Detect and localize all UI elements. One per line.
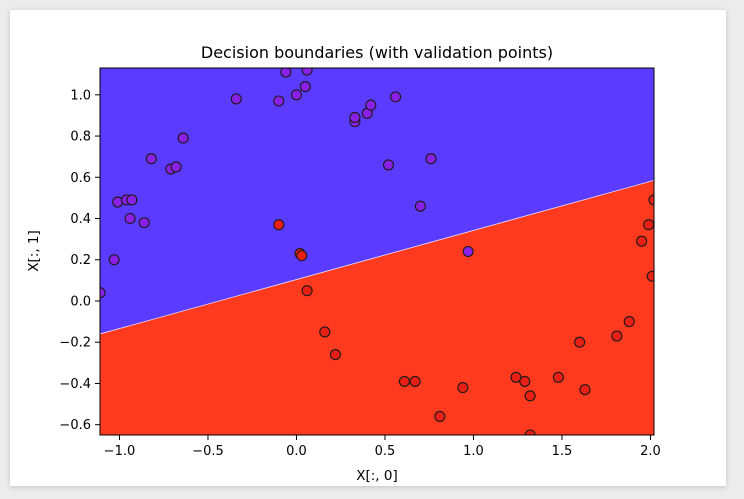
x-tick-label: 0.5 [375, 444, 396, 459]
data-point-class-1 [648, 194, 654, 206]
data-point-class-1 [510, 371, 522, 383]
data-point-class-0 [273, 95, 285, 107]
data-point-class-0 [365, 99, 377, 111]
data-point-class-0 [462, 245, 474, 258]
data-point-class-1 [623, 316, 635, 328]
x-axis-label: X[:, 0] [356, 468, 398, 484]
data-point-class-1 [409, 375, 421, 387]
data-point-class-1 [552, 371, 564, 383]
data-point-class-1 [574, 336, 586, 348]
figure-card: Decision boundaries (with validation poi… [10, 10, 726, 486]
data-point-class-1 [524, 390, 536, 402]
data-point-class-0 [177, 132, 189, 144]
data-point-class-0 [124, 212, 136, 225]
data-point-class-1 [301, 285, 313, 297]
y-tick-label: 0.0 [70, 294, 91, 309]
data-point-class-0 [230, 93, 242, 105]
data-point-class-1 [524, 429, 536, 435]
data-point-class-1 [643, 219, 654, 231]
data-point-class-0 [349, 111, 361, 124]
data-point-class-0 [280, 68, 292, 78]
data-point-class-1 [646, 270, 654, 282]
data-point-class-1 [273, 219, 285, 231]
data-point-class-1 [398, 375, 410, 387]
decision-regions [100, 68, 654, 435]
data-point-class-0 [382, 159, 395, 171]
data-point-class-1 [434, 410, 446, 422]
data-point-class-0 [108, 254, 120, 266]
data-point-class-0 [138, 217, 150, 229]
data-point-class-1 [611, 330, 623, 342]
data-point-class-0 [390, 91, 402, 103]
y-tick-label: −0.4 [59, 377, 91, 392]
decision-boundary-line [100, 179, 654, 335]
x-tick-label: 1.5 [552, 444, 573, 459]
y-axis-ticks: −0.6 −0.4 −0.2 0.0 0.2 0.4 0.6 0.8 1.0 [59, 88, 100, 433]
decision-boundary-chart: Decision boundaries (with validation poi… [26, 43, 661, 484]
data-point-class-0 [425, 153, 437, 165]
data-point-class-0 [290, 89, 303, 101]
data-point-class-0 [100, 287, 106, 299]
x-tick-label: −0.5 [192, 444, 224, 459]
data-point-class-1 [319, 326, 331, 338]
x-axis-ticks: −1.0 −0.5 0.0 0.5 1.0 1.5 2.0 [104, 435, 661, 459]
y-tick-label: −0.6 [59, 418, 91, 433]
y-tick-label: 0.6 [70, 171, 91, 186]
y-axis-label: X[:, 1] [26, 230, 42, 272]
x-tick-label: 0.0 [286, 444, 307, 459]
data-point-class-0 [145, 153, 157, 165]
data-point-class-1 [329, 349, 341, 361]
x-tick-label: 1.0 [463, 444, 484, 459]
data-point-class-0 [170, 161, 182, 173]
y-tick-label: 1.0 [70, 88, 91, 103]
data-point-class-0 [126, 194, 138, 206]
plot-frame [99, 67, 655, 436]
y-tick-label: 0.8 [70, 130, 91, 145]
data-point-class-1 [519, 375, 531, 387]
y-tick-label: 0.2 [70, 253, 91, 268]
region-class-0 [100, 68, 654, 334]
scatter-points [100, 68, 654, 435]
data-point-class-1 [579, 384, 591, 396]
data-point-class-1 [296, 250, 308, 262]
x-tick-label: −1.0 [104, 444, 136, 459]
y-tick-label: 0.4 [70, 212, 91, 227]
data-point-class-0 [414, 200, 426, 212]
chart-title: Decision boundaries (with validation poi… [201, 43, 553, 62]
region-class-1 [100, 180, 654, 435]
data-point-class-1 [636, 235, 648, 247]
y-tick-label: −0.2 [59, 336, 91, 351]
x-tick-label: 2.0 [640, 444, 661, 459]
data-point-class-0 [299, 81, 311, 93]
data-point-class-1 [457, 382, 469, 394]
data-point-class-0 [301, 68, 313, 76]
